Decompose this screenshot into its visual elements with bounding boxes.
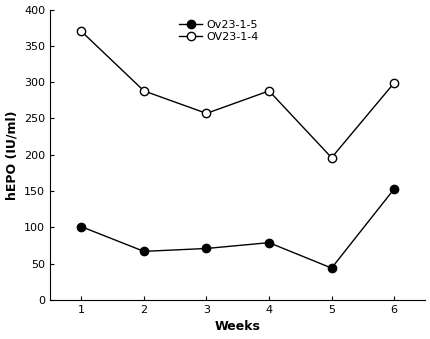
Y-axis label: hEPO (IU/ml): hEPO (IU/ml): [6, 110, 18, 200]
OV23-1-4: [203, 112, 209, 116]
Ov23-1-5: [266, 241, 271, 245]
Ov23-1-5: [79, 225, 84, 229]
OV23-1-4: [391, 81, 396, 85]
OV23-1-4: [141, 89, 146, 93]
Line: OV23-1-4: OV23-1-4: [77, 27, 397, 162]
Legend: Ov23-1-5, OV23-1-4: Ov23-1-5, OV23-1-4: [175, 15, 262, 46]
Ov23-1-5: [203, 246, 209, 251]
OV23-1-4: [328, 156, 333, 160]
OV23-1-4: [266, 89, 271, 93]
Ov23-1-5: [328, 266, 333, 270]
OV23-1-4: [79, 29, 84, 33]
Ov23-1-5: [141, 250, 146, 254]
Line: Ov23-1-5: Ov23-1-5: [77, 185, 397, 272]
Ov23-1-5: [391, 187, 396, 191]
X-axis label: Weeks: Weeks: [214, 320, 260, 334]
